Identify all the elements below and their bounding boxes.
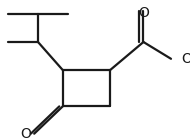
Text: O: O (20, 127, 31, 140)
Text: OH: OH (181, 52, 190, 66)
Text: O: O (138, 6, 149, 20)
